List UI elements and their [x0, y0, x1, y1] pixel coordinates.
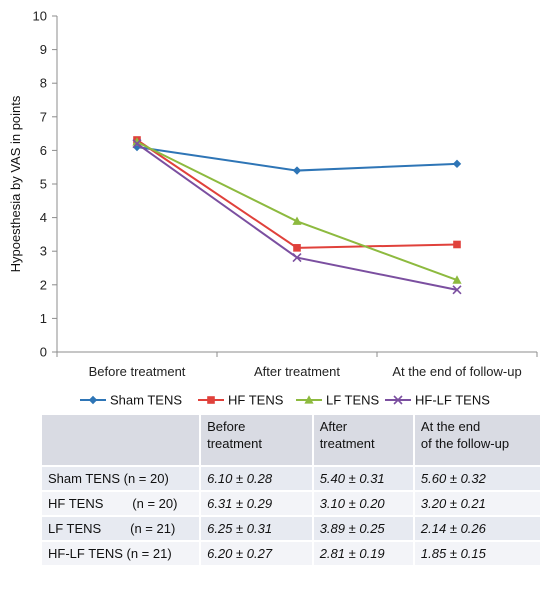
x-tick-label: Before treatment: [89, 364, 186, 379]
table-cell: 3.10 ± 0.20: [313, 492, 413, 515]
y-tick-label: 10: [33, 9, 47, 24]
table-cell: 2.81 ± 0.19: [313, 542, 413, 565]
legend-label: HF-LF TENS: [415, 393, 490, 408]
x-tick-label: After treatment: [254, 364, 340, 379]
data-point: [452, 159, 462, 169]
table-cell: 3.89 ± 0.25: [313, 517, 413, 540]
y-tick-label: 0: [40, 345, 47, 360]
data-point: [292, 166, 302, 175]
table-header-cell: [42, 415, 200, 465]
line-chart: 0 1 2 3 4 5 6 7 8 9 10 Before treatment After treat…: [8, 9, 538, 408]
y-tick-label: 6: [40, 143, 47, 158]
legend-label: HF TENS: [228, 393, 284, 408]
table-cell: 6.31 ± 0.29: [201, 492, 312, 515]
y-tick-label: 1: [40, 311, 47, 326]
table-cell: 6.20 ± 0.27: [201, 542, 312, 565]
x-tick-label: At the end of follow-up: [392, 364, 521, 379]
table-header-row: Before treatment After treatment At the …: [42, 415, 540, 465]
legend-item: Sham TENS: [80, 393, 182, 408]
data-point: [207, 396, 215, 404]
x-tick-labels: Before treatment After treatment At the en…: [89, 364, 522, 379]
data-point: [304, 395, 314, 404]
row-label: HF TENS (n = 20): [42, 492, 200, 515]
data-point: [132, 139, 142, 149]
row-label: HF-LF TENS (n = 21): [42, 542, 200, 565]
chart-legend: Sham TENS HF TENS LF TENS HF-LF TENS: [80, 393, 490, 408]
table-row: HF TENS (n = 20) 6.31 ± 0.29 3.10 ± 0.20…: [42, 492, 540, 515]
y-tick-label: 8: [40, 76, 47, 91]
series-lf-tens: [132, 137, 462, 284]
data-point: [293, 244, 301, 252]
legend-label: LF TENS: [326, 393, 380, 408]
y-tick-label: 5: [40, 177, 47, 192]
data-point: [88, 395, 98, 405]
table-row: LF TENS (n = 21) 6.25 ± 0.31 3.89 ± 0.25…: [42, 517, 540, 540]
series-line: [136, 141, 458, 282]
table-cell: 6.10 ± 0.28: [201, 467, 312, 490]
table-cell: 5.40 ± 0.31: [313, 467, 413, 490]
legend-item: LF TENS: [296, 393, 380, 408]
table-header-cell: At the end of the follow-up: [414, 415, 540, 465]
y-tick-labels: 0 1 2 3 4 5 6 7 8 9 10: [33, 9, 47, 360]
table-row: HF-LF TENS (n = 21) 6.20 ± 0.27 2.81 ± 0…: [42, 542, 540, 565]
data-point: [453, 240, 461, 249]
data-point: [452, 285, 462, 295]
series-line: [136, 139, 458, 249]
y-tick-label: 4: [40, 210, 47, 225]
table-cell: 2.14 ± 0.26: [414, 517, 540, 540]
legend-item: HF TENS: [198, 393, 284, 408]
table-cell: 5.60 ± 0.32: [414, 467, 540, 490]
table-row: Sham TENS (n = 20) 6.10 ± 0.28 5.40 ± 0.…: [42, 467, 540, 490]
data-point: [393, 395, 403, 405]
y-tick-label: 2: [40, 277, 47, 292]
table-cell: 6.25 ± 0.31: [201, 517, 312, 540]
table-cell: 3.20 ± 0.21: [414, 492, 540, 515]
table-header-cell: Before treatment: [201, 415, 312, 465]
data-point: [452, 275, 462, 284]
data-point: [132, 137, 142, 146]
chart-axes: [52, 15, 538, 357]
row-label: Sham TENS (n = 20): [42, 467, 200, 490]
series-hf-lf-tens: [132, 139, 462, 295]
legend-label: Sham TENS: [110, 393, 182, 408]
table-header-cell: After treatment: [313, 415, 413, 465]
legend-item: HF-LF TENS: [385, 393, 490, 408]
chart-series: [132, 136, 462, 295]
data-point: [292, 216, 302, 225]
y-tick-label: 7: [40, 109, 47, 124]
y-tick-label: 3: [40, 244, 47, 259]
data-table: Before treatment After treatment At the …: [40, 413, 542, 567]
table-cell: 1.85 ± 0.15: [414, 542, 540, 565]
y-axis-title: Hypoesthesia by VAS in points: [8, 95, 23, 272]
data-point: [292, 253, 302, 263]
row-label: LF TENS (n = 21): [42, 517, 200, 540]
y-tick-label: 9: [40, 42, 47, 57]
